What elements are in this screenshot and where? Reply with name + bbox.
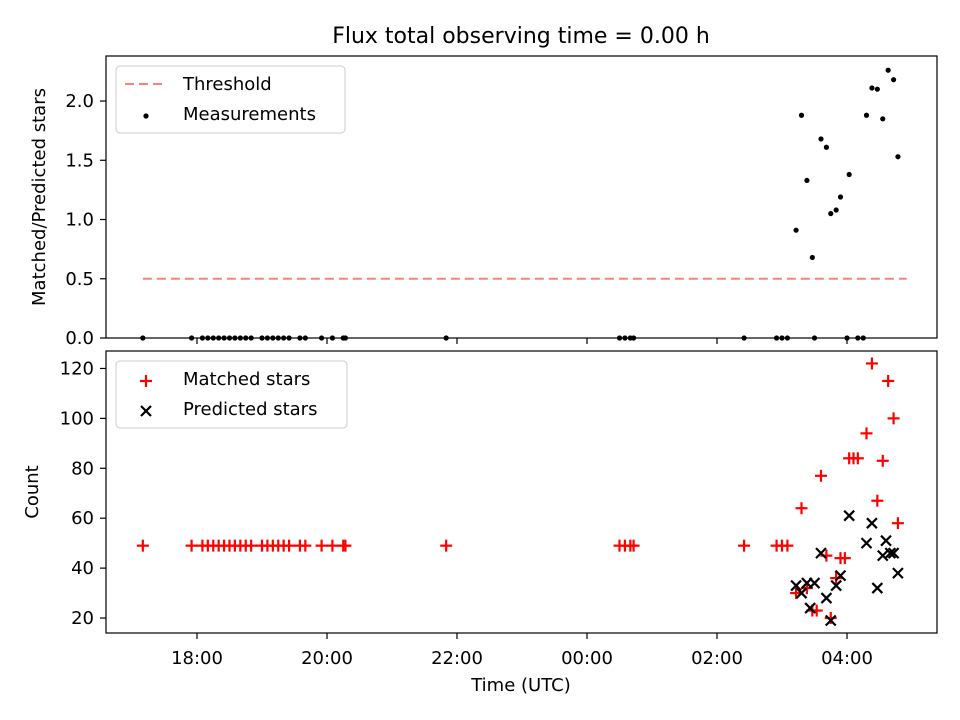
matched-star-point: [627, 539, 640, 552]
matched-star-point: [440, 539, 453, 552]
bottom-panel: 20 40 60 80 100 120 18:00 20:00 22:00 00:00 02:00…: [22, 338, 938, 696]
measurement-point: [823, 144, 830, 150]
bottom-ytick-label: 40: [71, 558, 94, 579]
top-plot-frame: [105, 55, 938, 339]
predicted-star-point: [843, 509, 855, 522]
matched-star-point: [185, 539, 198, 552]
predicted-star-point: [824, 614, 837, 627]
legend-matched-label: Matched stars: [183, 369, 310, 390]
xtick-label: 02:00: [691, 648, 743, 669]
matched-star-point: [326, 539, 339, 552]
legend-measurements-swatch: [143, 113, 149, 119]
predicted-star-point: [876, 549, 889, 562]
measurement-point: [833, 207, 839, 213]
legend-predicted-label: Predicted stars: [183, 399, 317, 420]
predicted-star-point: [866, 517, 878, 529]
matched-star-point: [781, 539, 794, 552]
chart-title: Flux total observing time = 0.00 h: [332, 24, 710, 49]
bottom-ytick-label: 100: [60, 408, 94, 429]
measurement-point: [863, 112, 870, 118]
xtick-label: 22:00: [431, 648, 483, 669]
measurement-point: [885, 67, 891, 73]
xtick-label: 04:00: [821, 648, 873, 669]
xtick-label: 20:00: [301, 648, 353, 669]
top-ylabel: Matched/Predicted stars: [29, 88, 50, 306]
matched-star-point: [865, 357, 878, 370]
top-legend: Threshold Measurements: [115, 65, 346, 134]
matched-star-point: [245, 539, 258, 552]
matched-star-point: [283, 539, 296, 552]
legend-measurements-label: Measurements: [183, 104, 316, 125]
top-ytick-label: 0.5: [65, 269, 94, 290]
measurement-point: [890, 77, 897, 83]
predicted-star-point: [790, 579, 802, 592]
predicted-star-point: [820, 592, 833, 604]
predicted-star-point: [815, 547, 827, 559]
predicted-star-point: [804, 602, 816, 614]
top-ytick-label: 2.0: [65, 91, 94, 112]
measurement-point: [804, 177, 810, 184]
predicted-star-point: [884, 547, 897, 559]
legend-threshold-label: Threshold: [182, 74, 272, 95]
predicted-star-point: [808, 577, 821, 589]
matched-star-point: [299, 539, 312, 552]
matched-star-point: [860, 427, 873, 440]
matched-star-point: [136, 539, 149, 552]
measurement-point: [869, 85, 875, 91]
bottom-legend-box: [115, 360, 348, 429]
matched-star-point: [871, 494, 884, 507]
measurement-point: [818, 136, 824, 142]
x-axis-label: Time (UTC): [470, 675, 571, 696]
legend-predicted-swatch: [140, 405, 152, 417]
measurement-point: [809, 254, 815, 261]
predicted-star-point: [834, 569, 847, 582]
xtick-label: 00:00: [561, 648, 613, 669]
top-ytick-label: 1.0: [65, 210, 94, 231]
top-ytick-label: 0.0: [65, 328, 94, 349]
matched-star-point: [315, 539, 328, 552]
measurement-point: [895, 154, 901, 160]
top-ytick-label: 1.5: [65, 150, 94, 171]
predicted-star-point: [830, 579, 842, 592]
matched-star-point: [339, 539, 352, 552]
bottom-ytick-label: 120: [60, 358, 94, 379]
top-panel: 0.00.51.01.52.0 Matched/Predicted stars …: [29, 55, 938, 349]
predicted-star-point: [880, 534, 892, 547]
measurement-point: [846, 171, 852, 178]
predicted-star-point: [887, 547, 900, 559]
bottom-legend: Matched stars Predicted stars: [115, 360, 348, 429]
matched-star-point: [815, 469, 827, 482]
matched-star-point: [876, 454, 889, 467]
bottom-ytick-label: 80: [71, 458, 94, 479]
measurement-point: [793, 227, 799, 233]
top-legend-box: [115, 65, 346, 134]
measurement-point: [798, 112, 805, 118]
measurement-point: [874, 86, 880, 92]
matched-star-point: [795, 502, 808, 515]
bottom-plot-frame: [105, 350, 938, 634]
predicted-star-point: [871, 582, 884, 594]
matched-star-point: [838, 552, 851, 565]
bottom-ytick-label: 20: [71, 608, 94, 629]
bottom-ylabel: Count: [22, 465, 43, 518]
xtick-label: 18:00: [171, 648, 223, 669]
predicted-star-point: [860, 537, 873, 549]
matched-star-point: [891, 517, 904, 530]
bottom-ytick-label: 60: [71, 508, 94, 529]
predicted-star-point: [892, 567, 904, 579]
matched-star-point: [887, 412, 900, 425]
matched-star-point: [882, 374, 895, 387]
predicted-star-point: [795, 587, 808, 599]
legend-matched-swatch: [140, 375, 152, 387]
matched-star-point: [851, 452, 864, 465]
measurement-point: [880, 116, 886, 122]
matched-star-point: [738, 539, 751, 552]
matched-star-point: [830, 572, 843, 585]
measurement-point: [837, 194, 844, 200]
measurement-point: [828, 210, 834, 217]
